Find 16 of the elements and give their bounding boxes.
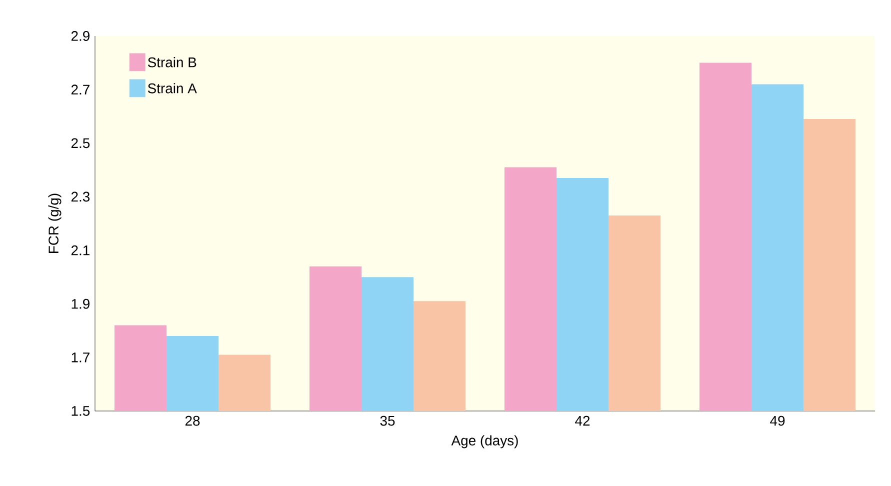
y-tick-label: 2.7 <box>71 84 90 94</box>
x-tick-label: 42 <box>575 416 590 426</box>
y-tick-label: 2.1 <box>71 245 90 256</box>
y-tick-label: 1.5 <box>72 406 90 416</box>
y-tick-label: 1.9 <box>72 298 90 309</box>
legend-label: Strain B <box>148 57 196 68</box>
y-tick-label: 2.5 <box>71 138 90 148</box>
y-tick-label: 2.9 <box>71 31 90 41</box>
x-tick-label: 49 <box>770 416 785 426</box>
y-axis-title: FCR (g/g) <box>48 194 62 253</box>
x-tick-label: 28 <box>185 416 200 426</box>
legend-label: Strain A <box>148 83 197 94</box>
x-tick-label: 35 <box>380 416 395 426</box>
y-tick-label: 2.3 <box>71 192 90 202</box>
x-axis-title: Age (days) <box>451 435 518 448</box>
y-tick-label: 1.7 <box>72 352 90 362</box>
